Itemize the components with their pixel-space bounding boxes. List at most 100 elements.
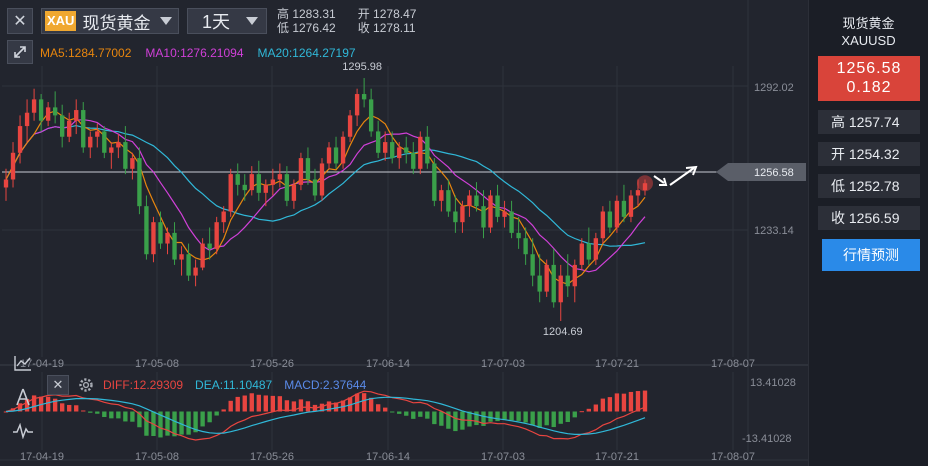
macd-dea-line xyxy=(5,396,646,435)
macd-histogram-bar xyxy=(81,410,86,412)
candle-body xyxy=(558,275,563,303)
quote-panel: 现货黄金 XAUUSD 1256.58 0.182 高 1257.74 开 12… xyxy=(808,0,928,466)
macd-histogram-bar xyxy=(59,403,65,412)
candle-body xyxy=(172,232,177,260)
macd-value: MACD:2.37644 xyxy=(284,378,367,392)
close-macd-button[interactable]: ✕ xyxy=(47,375,69,395)
macd-histogram-bar xyxy=(593,404,599,412)
candle-body xyxy=(284,174,290,201)
macd-histogram-bar xyxy=(537,411,542,428)
candle-body xyxy=(361,94,367,100)
symbol-name: 现货黄金 xyxy=(82,13,151,33)
chevron-down-icon xyxy=(246,17,258,25)
macd-histogram-bar xyxy=(123,411,128,422)
candle-body xyxy=(551,264,556,303)
macd-histogram-bar xyxy=(404,411,409,416)
period-label: 1天 xyxy=(202,12,231,32)
candle-body xyxy=(228,174,233,212)
macd-histogram-bar xyxy=(214,411,219,416)
macd-histogram-bar xyxy=(102,411,107,418)
macd-histogram-bar xyxy=(270,395,276,412)
current-price: 1256.58 xyxy=(836,60,902,77)
last-price-glow xyxy=(637,175,653,192)
indicator-settings-button[interactable] xyxy=(7,40,33,64)
macd-histogram-bar xyxy=(3,411,9,413)
candle-body xyxy=(368,99,374,132)
macd-histogram-bar xyxy=(586,408,592,412)
macd-histogram-bar xyxy=(383,407,388,412)
candle-body xyxy=(544,264,549,292)
macd-histogram-bar xyxy=(432,411,437,425)
candle-body xyxy=(418,136,423,169)
stat-high: 高 1257.74 xyxy=(818,110,920,134)
candle-body xyxy=(453,211,458,223)
candle-body xyxy=(67,120,72,137)
macd-toolbar: ✕ DIFF:12.29309 DEA:11.10487 MACD:2.3764… xyxy=(47,375,366,395)
chart-area[interactable]: 1292.02 1233.14 1256.58 1295.98 1204.69 17-04… xyxy=(0,0,808,466)
candle-body xyxy=(432,163,437,201)
candle-body xyxy=(460,206,465,223)
candle-body xyxy=(481,206,486,228)
gear-icon xyxy=(79,378,93,392)
candle-body xyxy=(572,264,577,287)
candle-body xyxy=(165,232,170,244)
candle-body xyxy=(390,142,395,159)
candle-body xyxy=(109,147,114,153)
symbol-dropdown[interactable]: XAU 现货黄金 xyxy=(41,8,179,34)
macd-histogram-bar xyxy=(368,397,374,412)
macd-histogram-bar xyxy=(67,404,72,412)
candle-body xyxy=(74,110,79,121)
candle-body xyxy=(137,158,142,207)
candle-body xyxy=(298,158,304,185)
macd-histogram-bar xyxy=(530,411,535,426)
trend-chart-tool[interactable] xyxy=(10,352,36,374)
candle-body xyxy=(221,211,226,223)
drawing-tools xyxy=(8,352,38,442)
forecast-button[interactable]: 行情预测 xyxy=(822,239,920,271)
candle-body xyxy=(158,222,163,244)
macd-histogram-bar xyxy=(186,411,191,435)
macd-histogram-bar xyxy=(600,398,606,412)
macd-histogram-bar xyxy=(495,411,500,422)
macd-histogram-bar xyxy=(397,411,402,414)
date-axis-label: 17-07-03 xyxy=(481,451,525,463)
close-chart-button[interactable]: ✕ xyxy=(7,8,33,34)
date-axis-label: 17-04-19 xyxy=(20,451,64,463)
macd-histogram-bar xyxy=(474,411,479,426)
macd-histogram-bar xyxy=(502,411,507,420)
ma-legend: MA5:1284.77002 MA10:1276.21094 MA20:1264… xyxy=(40,46,356,60)
chart-canvas[interactable]: 1292.02 1233.14 1256.58 1295.98 1204.69 17-04… xyxy=(0,0,808,466)
candle-body xyxy=(628,195,634,217)
candle-body xyxy=(635,190,641,196)
period-dropdown[interactable]: 1天 xyxy=(187,8,267,34)
candle-body xyxy=(502,211,507,217)
candle-body xyxy=(404,147,409,153)
candle-body xyxy=(509,211,514,233)
macd-diff-value: DIFF:12.29309 xyxy=(103,378,184,392)
macd-settings-button[interactable] xyxy=(75,375,97,395)
macd-histogram-bar xyxy=(614,393,620,412)
indicator-tool[interactable] xyxy=(10,420,36,442)
quote-title: 现货黄金 xyxy=(842,16,895,31)
candle-body xyxy=(24,112,30,127)
price-axis-label: 1292.02 xyxy=(754,82,794,94)
macd-histogram-bar xyxy=(88,411,93,413)
ohlc-low: 低 1276.42 xyxy=(277,21,336,35)
macd-histogram-bar xyxy=(635,391,641,412)
ohlc-close: 收 1278.11 xyxy=(357,21,416,35)
candle-body xyxy=(383,142,388,153)
candle-body xyxy=(38,99,44,121)
candle-body xyxy=(530,254,535,276)
macd-histogram-bar xyxy=(565,411,570,423)
low-price-label: 1204.69 xyxy=(543,326,583,338)
candle-body xyxy=(270,179,276,185)
ma5-line xyxy=(5,110,646,285)
macd-histogram-bar xyxy=(221,409,226,412)
candle-body xyxy=(333,147,339,164)
text-tool[interactable] xyxy=(10,386,36,408)
date-axis-label: 17-06-14 xyxy=(366,451,410,463)
date-axis-label: 17-05-08 xyxy=(135,451,179,463)
candle-body xyxy=(59,115,65,137)
candle-body xyxy=(45,107,51,121)
forecast-arrow-up xyxy=(669,167,695,186)
